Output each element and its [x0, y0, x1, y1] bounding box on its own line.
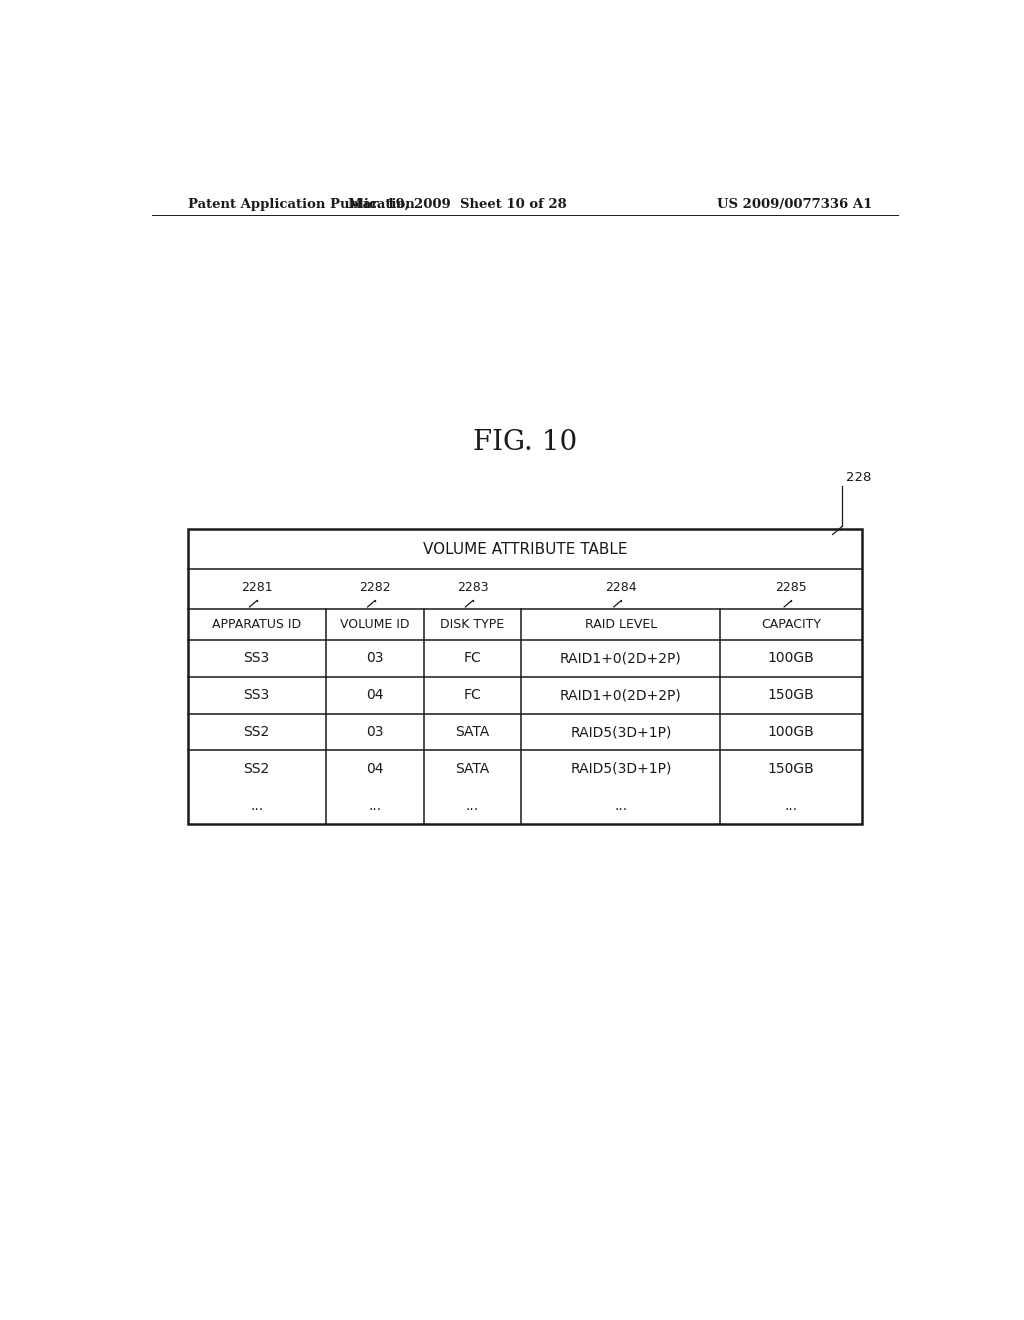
Text: RAID1+0(2D+2P): RAID1+0(2D+2P): [560, 688, 682, 702]
Text: FC: FC: [464, 651, 481, 665]
Text: SS2: SS2: [244, 762, 269, 776]
Text: ...: ...: [250, 799, 263, 813]
Text: 2283: 2283: [457, 581, 488, 594]
Text: 2282: 2282: [358, 581, 390, 594]
Text: ...: ...: [614, 799, 628, 813]
Text: 150GB: 150GB: [768, 688, 815, 702]
Text: 03: 03: [366, 725, 383, 739]
Text: SS2: SS2: [244, 725, 269, 739]
Text: 100GB: 100GB: [768, 725, 815, 739]
Text: 04: 04: [366, 688, 383, 702]
Text: DISK TYPE: DISK TYPE: [440, 618, 505, 631]
Bar: [187, 529, 862, 824]
Text: RAID5(3D+1P): RAID5(3D+1P): [570, 762, 672, 776]
Text: RAID LEVEL: RAID LEVEL: [585, 618, 657, 631]
Text: RAID5(3D+1P): RAID5(3D+1P): [570, 725, 672, 739]
Text: SATA: SATA: [456, 725, 489, 739]
Text: 100GB: 100GB: [768, 651, 815, 665]
Text: 2284: 2284: [605, 581, 637, 594]
Text: SS3: SS3: [244, 651, 269, 665]
Text: 2281: 2281: [241, 581, 272, 594]
Text: SS3: SS3: [244, 688, 269, 702]
Text: 03: 03: [366, 651, 383, 665]
Text: VOLUME ATTRIBUTE TABLE: VOLUME ATTRIBUTE TABLE: [423, 541, 627, 557]
Text: ...: ...: [784, 799, 798, 813]
Text: VOLUME ID: VOLUME ID: [340, 618, 410, 631]
Text: SATA: SATA: [456, 762, 489, 776]
Text: FC: FC: [464, 688, 481, 702]
Text: 04: 04: [366, 762, 383, 776]
Text: Patent Application Publication: Patent Application Publication: [187, 198, 415, 211]
Text: CAPACITY: CAPACITY: [761, 618, 821, 631]
Text: RAID1+0(2D+2P): RAID1+0(2D+2P): [560, 651, 682, 665]
Text: US 2009/0077336 A1: US 2009/0077336 A1: [717, 198, 872, 211]
Text: ...: ...: [466, 799, 479, 813]
Text: Mar. 19, 2009  Sheet 10 of 28: Mar. 19, 2009 Sheet 10 of 28: [348, 198, 566, 211]
Text: APPARATUS ID: APPARATUS ID: [212, 618, 301, 631]
Text: 150GB: 150GB: [768, 762, 815, 776]
Text: 2285: 2285: [775, 581, 807, 594]
Text: ...: ...: [369, 799, 381, 813]
Text: 228: 228: [846, 471, 871, 483]
Text: FIG. 10: FIG. 10: [473, 429, 577, 457]
